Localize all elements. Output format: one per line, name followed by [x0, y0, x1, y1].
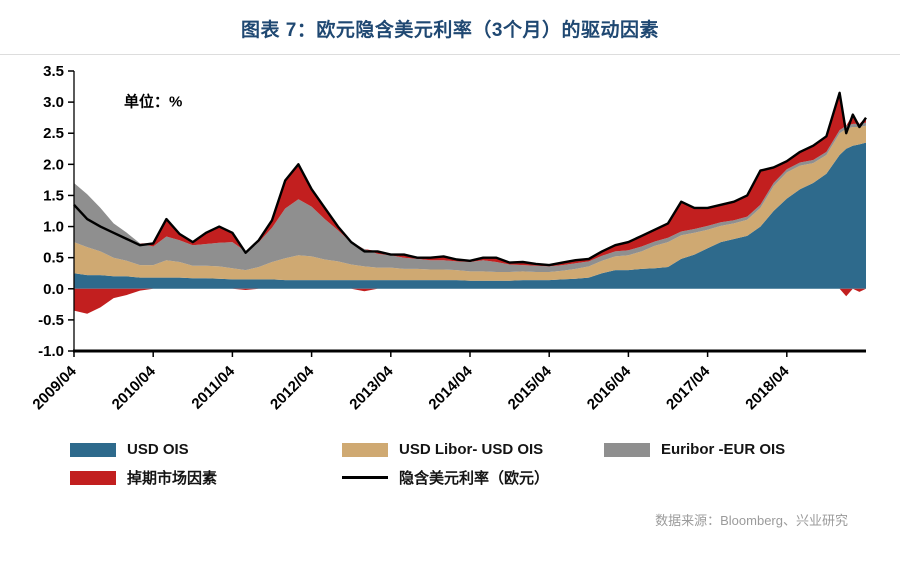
legend-label: 掉期市场因素	[127, 470, 218, 487]
data-source: 数据来源：Bloomberg、兴业研究	[655, 513, 848, 528]
y-axis-tick-label: 1.5	[43, 187, 64, 204]
area-usd-libor-usd-ois	[74, 125, 866, 281]
stacked-area-chart: 3.5 3.0 2.5 2.0 1.5 1.0 0.5 0.0 -0.5 -1.0 2009/04 2…	[29, 63, 867, 413]
chart-area: 3.5 3.0 2.5 2.0 1.5 1.0 0.5 0.0 -0.5 -1.0 2009/04 2…	[10, 55, 890, 433]
legend-label: USD Libor- USD OIS	[399, 441, 544, 458]
x-axis-tick-label: 2010/04	[109, 362, 160, 413]
y-axis-tick-label: 0.0	[43, 281, 64, 298]
x-axis-tick-label: 2017/04	[663, 362, 714, 413]
legend-item-swap-market-factor: 掉期市场因素	[70, 467, 342, 488]
legend-item-implied-usd-rate: 隐含美元利率（欧元）	[342, 467, 604, 488]
implied-usd-rate-line	[73, 91, 867, 267]
area-swap-market-factor-negative	[74, 288, 866, 314]
x-axis-tick-label: 2016/04	[584, 362, 635, 413]
legend-label: Euribor -EUR OIS	[661, 441, 786, 458]
x-axis-tick-label: 2014/04	[425, 362, 476, 413]
x-axis-tick-label: 2018/04	[742, 362, 793, 413]
x-axis-tick-label: 2011/04	[188, 362, 238, 412]
legend-label: 隐含美元利率（欧元）	[399, 470, 550, 487]
area-usd-ois	[74, 142, 866, 289]
x-axis-tick-label: 2012/04	[267, 362, 318, 413]
legend-label: USD OIS	[127, 441, 189, 458]
legend-color-swatch-icon	[70, 442, 116, 457]
y-axis-tick-label: 0.5	[43, 250, 64, 267]
title-divider	[0, 54, 900, 55]
unit-label: 单位：%	[124, 92, 182, 110]
legend-item-usd-libor-usd-ois: USD Libor- USD OIS	[342, 441, 604, 458]
y-axis-tick-label: 1.0	[43, 219, 64, 236]
x-axis-tick-label: 2015/04	[505, 362, 556, 413]
y-axis-tick-label: 2.5	[43, 125, 64, 142]
legend-color-swatch-icon	[70, 470, 116, 485]
y-axis-tick-label: 2.0	[43, 156, 64, 173]
x-axis-tick-label: 2013/04	[346, 362, 397, 413]
legend-item-usd-ois: USD OIS	[70, 441, 342, 458]
legend-color-swatch-icon	[342, 442, 388, 457]
y-axis-tick-label: 3.5	[43, 63, 64, 80]
legend-item-euribor-eur-ois: Euribor -EUR OIS	[604, 441, 900, 458]
legend-line-swatch-icon	[342, 476, 388, 479]
chart-legend: USD OIS USD Libor- USD OIS Euribor -EUR OI…	[0, 441, 900, 488]
y-axis-tick-label: -1.0	[38, 343, 64, 360]
legend-color-swatch-icon	[604, 442, 650, 457]
chart-title: 图表 7：欧元隐含美元利率（3个月）的驱动因素	[241, 20, 659, 41]
y-axis-tick-label: 3.0	[43, 94, 64, 111]
area-euribor-eur-ois	[74, 122, 866, 272]
area-swap-market-factor-positive	[74, 92, 866, 267]
y-axis-tick-label: -0.5	[38, 312, 64, 329]
x-axis-tick-label: 2009/04	[29, 362, 80, 413]
